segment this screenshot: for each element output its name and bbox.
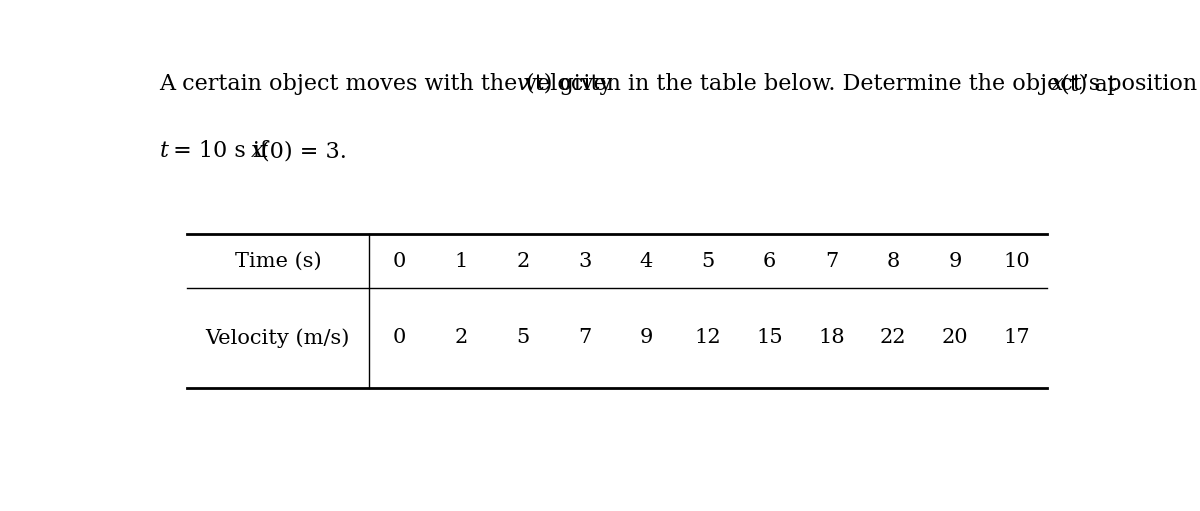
Text: 20: 20 [942, 328, 968, 347]
Text: 8: 8 [887, 251, 900, 270]
Text: 4: 4 [640, 251, 653, 270]
Text: 22: 22 [880, 328, 906, 347]
Text: Velocity (m/s): Velocity (m/s) [205, 328, 350, 347]
Text: (t) given in the table below. Determine the object’s position: (t) given in the table below. Determine … [526, 73, 1200, 95]
Text: 7: 7 [824, 251, 838, 270]
Text: = 10 s if: = 10 s if [167, 140, 276, 162]
Text: 6: 6 [763, 251, 776, 270]
Text: 15: 15 [756, 328, 784, 347]
Text: 0: 0 [392, 251, 406, 270]
Text: 10: 10 [1003, 251, 1030, 270]
Text: x: x [251, 140, 263, 162]
Text: 5: 5 [701, 251, 715, 270]
Text: 7: 7 [578, 328, 592, 347]
Text: 2: 2 [455, 328, 468, 347]
Text: v: v [516, 73, 529, 95]
Text: 0: 0 [392, 328, 406, 347]
Text: 2: 2 [516, 251, 529, 270]
Text: 9: 9 [948, 251, 961, 270]
Text: 18: 18 [818, 328, 845, 347]
Text: t: t [160, 140, 168, 162]
Text: x: x [1051, 73, 1064, 95]
Text: Time (s): Time (s) [234, 251, 322, 270]
Text: 1: 1 [455, 251, 468, 270]
Text: A certain object moves with the velocity: A certain object moves with the velocity [160, 73, 619, 95]
Text: 3: 3 [578, 251, 592, 270]
Text: 17: 17 [1003, 328, 1030, 347]
Text: 5: 5 [516, 328, 529, 347]
Text: 9: 9 [640, 328, 653, 347]
Text: (t) at: (t) at [1061, 73, 1117, 95]
Text: (0) = 3.: (0) = 3. [260, 140, 347, 162]
Text: 12: 12 [695, 328, 721, 347]
